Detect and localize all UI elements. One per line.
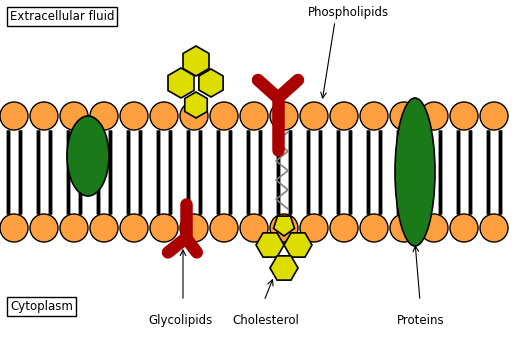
Circle shape — [420, 214, 448, 242]
Circle shape — [420, 102, 448, 130]
Polygon shape — [256, 233, 284, 257]
Circle shape — [450, 102, 478, 130]
Circle shape — [30, 102, 58, 130]
Ellipse shape — [67, 116, 109, 196]
Polygon shape — [185, 92, 207, 118]
Circle shape — [90, 102, 118, 130]
Polygon shape — [270, 256, 298, 280]
Circle shape — [210, 214, 238, 242]
Circle shape — [270, 214, 298, 242]
Text: Extracellular fluid: Extracellular fluid — [10, 10, 114, 23]
Circle shape — [450, 214, 478, 242]
Circle shape — [210, 102, 238, 130]
Circle shape — [60, 102, 88, 130]
Circle shape — [120, 214, 148, 242]
Circle shape — [480, 214, 508, 242]
Circle shape — [90, 214, 118, 242]
Text: Cytoplasm: Cytoplasm — [10, 300, 73, 313]
Text: Phospholipids: Phospholipids — [308, 6, 389, 19]
Circle shape — [240, 102, 268, 130]
Text: Glycolipids: Glycolipids — [148, 314, 212, 327]
Circle shape — [480, 102, 508, 130]
Polygon shape — [274, 216, 294, 236]
Circle shape — [0, 102, 28, 130]
Ellipse shape — [395, 98, 435, 246]
Circle shape — [390, 214, 418, 242]
Polygon shape — [284, 233, 312, 257]
Circle shape — [30, 214, 58, 242]
Text: Cholesterol: Cholesterol — [232, 314, 299, 327]
Circle shape — [240, 214, 268, 242]
Circle shape — [150, 214, 178, 242]
Circle shape — [270, 102, 298, 130]
Circle shape — [180, 214, 208, 242]
Circle shape — [60, 214, 88, 242]
Polygon shape — [199, 69, 223, 97]
Circle shape — [300, 214, 328, 242]
Text: Proteins: Proteins — [397, 314, 445, 327]
Polygon shape — [183, 46, 209, 76]
Circle shape — [120, 102, 148, 130]
Circle shape — [360, 102, 388, 130]
Circle shape — [0, 214, 28, 242]
Circle shape — [390, 102, 418, 130]
Circle shape — [330, 214, 358, 242]
Polygon shape — [168, 68, 194, 98]
Circle shape — [300, 102, 328, 130]
Circle shape — [180, 102, 208, 130]
Circle shape — [360, 214, 388, 242]
Circle shape — [150, 102, 178, 130]
Circle shape — [330, 102, 358, 130]
